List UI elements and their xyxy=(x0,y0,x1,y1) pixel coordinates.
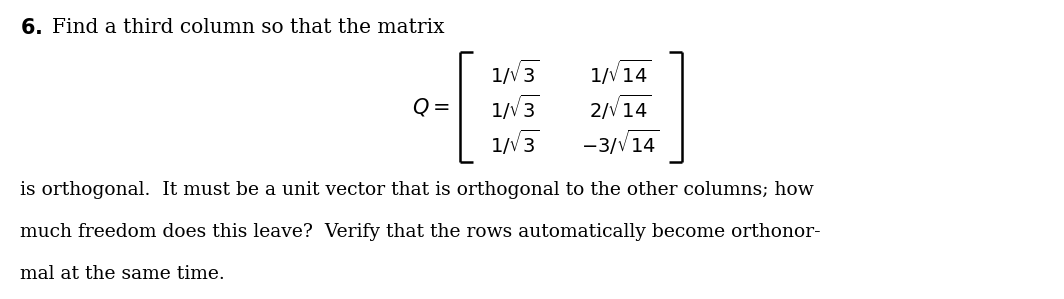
Text: much freedom does this leave?  Verify that the rows automatically become orthono: much freedom does this leave? Verify tha… xyxy=(20,223,820,241)
Text: $1/\sqrt{3}$: $1/\sqrt{3}$ xyxy=(491,127,539,157)
Text: is orthogonal.  It must be a unit vector that is orthogonal to the other columns: is orthogonal. It must be a unit vector … xyxy=(20,181,814,199)
Text: $1/\sqrt{3}$: $1/\sqrt{3}$ xyxy=(491,92,539,122)
Text: mal at the same time.: mal at the same time. xyxy=(20,265,225,283)
Text: $-3/\sqrt{14}$: $-3/\sqrt{14}$ xyxy=(581,127,660,157)
Text: $Q =$: $Q =$ xyxy=(412,96,450,118)
Text: $1/\sqrt{3}$: $1/\sqrt{3}$ xyxy=(491,57,539,87)
Text: $2/\sqrt{14}$: $2/\sqrt{14}$ xyxy=(589,92,651,122)
Text: $1/\sqrt{14}$: $1/\sqrt{14}$ xyxy=(589,57,651,87)
Text: $\mathbf{6.}$: $\mathbf{6.}$ xyxy=(20,18,43,38)
Text: Find a third column so that the matrix: Find a third column so that the matrix xyxy=(52,18,445,37)
